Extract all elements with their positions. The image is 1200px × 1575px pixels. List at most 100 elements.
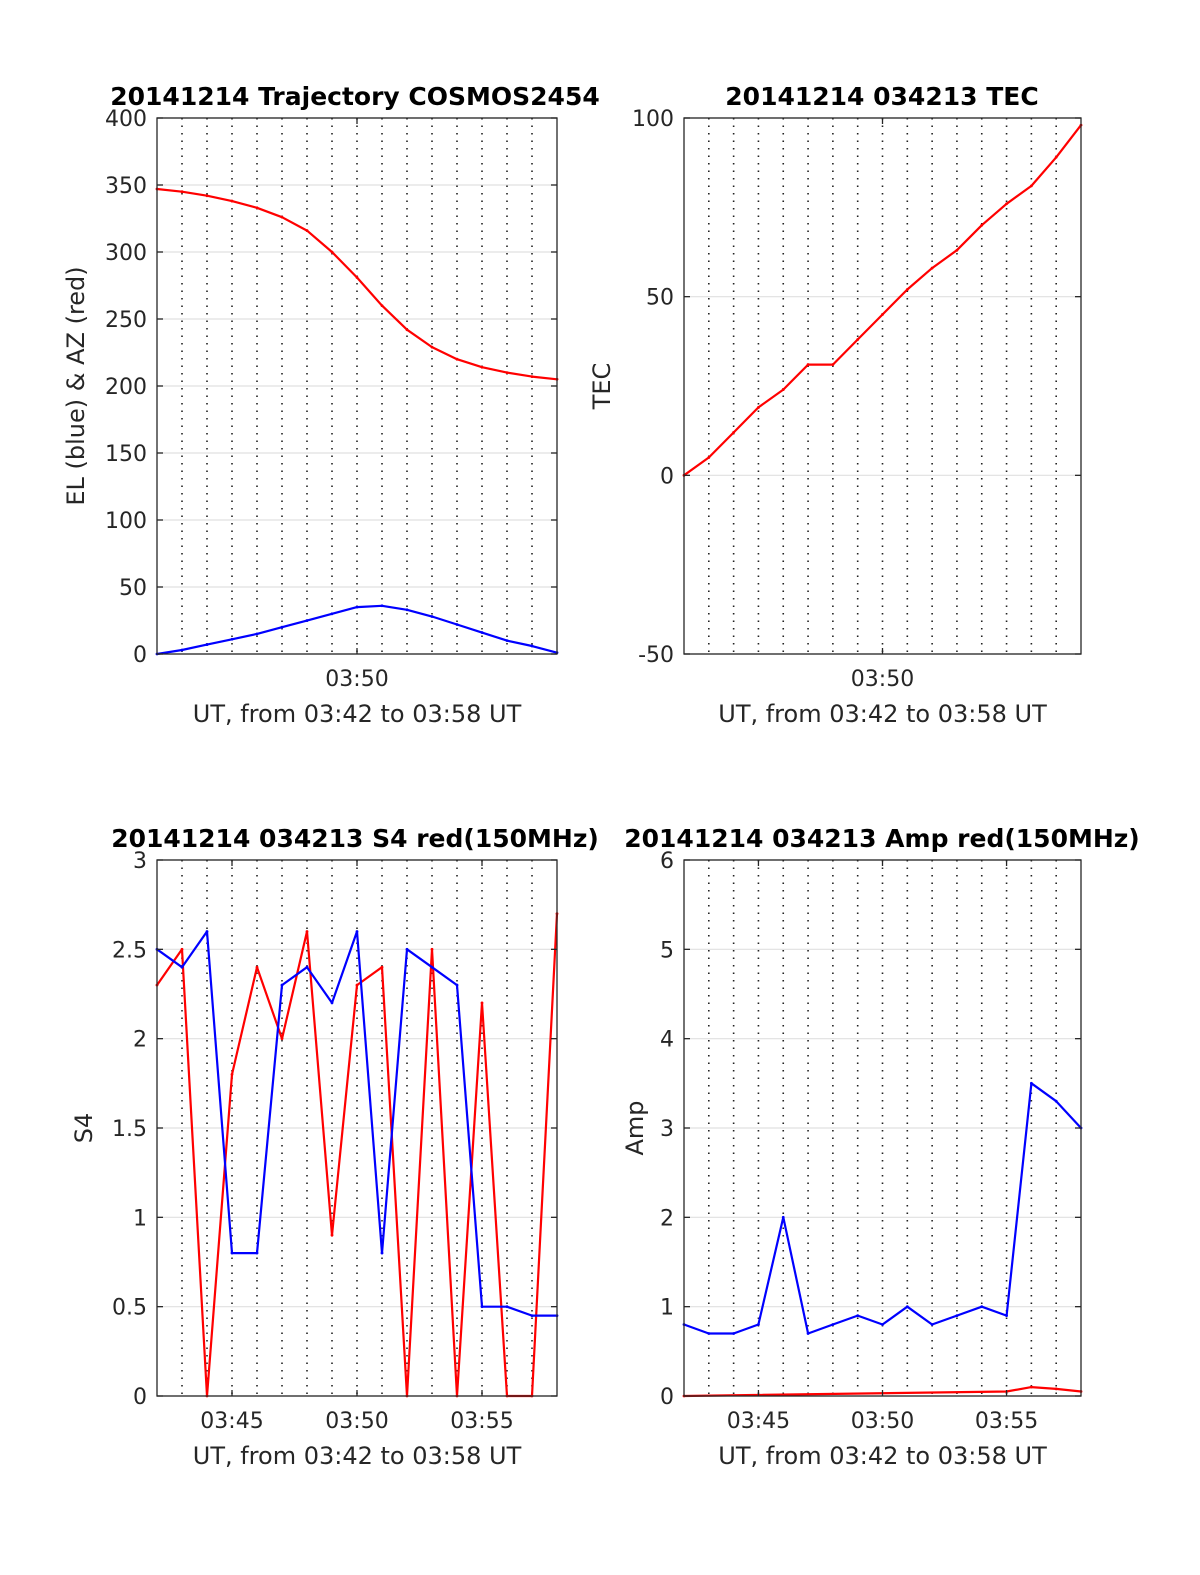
data-point [330,612,334,616]
chart-panel-3: 0 0.5 1 1.5 2 2.5 3 03:45 03:50 03:55 20141214 034… [70,824,599,1470]
data-point [405,947,409,951]
data-point [1005,1314,1008,1317]
y-tick-label: 0 [133,1385,147,1410]
y-tick-label: 350 [105,174,147,199]
data-point [757,1323,760,1326]
y-axis-label: S4 [70,1113,98,1144]
chart-title: 20141214 034213 TEC [725,82,1038,111]
y-tick-label: 0 [660,464,674,489]
data-point [230,637,234,641]
data-point [480,365,484,369]
data-point [205,194,209,198]
y-tick-label: 250 [105,308,147,333]
data-point [831,363,835,366]
data-point [455,983,459,987]
y-tick-label: 400 [105,107,147,132]
data-point [230,199,234,203]
data-point [205,643,209,647]
data-point [1029,1385,1033,1389]
y-tick-label: -50 [638,643,674,668]
y-tick-label: 300 [105,241,147,266]
x-tick-label: 03:55 [450,1409,513,1434]
data-point [505,371,509,374]
chart-title: 20141214 034213 S4 red(150MHz) [111,824,599,853]
data-point [1054,1387,1058,1391]
x-tick-label: 03:50 [851,667,914,692]
data-point [1054,1099,1058,1103]
data-point [280,1037,284,1041]
data-point [707,456,711,459]
data-point [380,965,384,969]
y-tick-label: 200 [105,375,147,400]
data-point [180,947,184,951]
data-point [280,983,284,987]
data-point [732,1332,736,1335]
x-axis-label: UT, from 03:42 to 03:58 UT [718,700,1047,728]
data-point [380,1251,384,1255]
y-tick-label: 1 [133,1206,147,1231]
x-tick-label: 03:50 [325,667,388,692]
data-point [380,604,384,608]
data-point [806,1332,810,1335]
data-point [856,1314,860,1317]
data-point [806,363,810,366]
data-point [355,276,359,279]
data-point [856,338,860,341]
y-axis-label: Amp [621,1100,649,1155]
chart-panel-4: 0 1 2 3 4 5 6 03:45 03:50 03:55 20141214 034213 Am… [621,824,1140,1470]
chart-title: 20141214 Trajectory COSMOS2454 [110,82,600,111]
data-point [905,288,909,291]
data-point [530,644,534,648]
data-point [505,1305,509,1309]
data-point [505,639,509,642]
data-point [405,608,409,612]
data-point [330,250,334,254]
data-point [930,1323,934,1326]
y-axis-label: TEC [588,363,616,411]
data-point [1054,155,1058,159]
data-point [280,215,284,219]
y-tick-label: 1 [660,1296,674,1321]
data-point [180,190,184,194]
data-point [355,605,359,609]
data-point [405,328,409,332]
y-tick-label: 5 [660,938,674,963]
data-point [455,357,459,361]
data-point [732,431,736,434]
x-tick-label: 03:45 [200,1409,263,1434]
data-point [180,648,184,652]
data-point [955,248,959,252]
x-tick-label: 03:50 [851,1409,914,1434]
data-point [430,345,434,349]
data-point [757,406,760,409]
y-tick-label: 50 [119,576,147,601]
data-point [255,1251,259,1255]
data-point [355,983,359,987]
y-tick-label: 4 [660,1028,674,1053]
y-tick-label: 3 [133,849,147,874]
x-axis-label: UT, from 03:42 to 03:58 UT [193,1442,522,1470]
y-tick-label: 2.5 [112,938,147,963]
data-point [881,313,884,316]
y-tick-label: 150 [105,442,147,467]
data-point [455,623,459,626]
x-axis-label: UT, from 03:42 to 03:58 UT [193,700,522,728]
data-point [980,223,984,227]
data-point [230,1073,234,1076]
data-point [305,930,309,933]
y-axis-label: EL (blue) & AZ (red) [62,266,90,505]
data-point [430,615,434,618]
x-axis-label: UT, from 03:42 to 03:58 UT [718,1442,1047,1470]
series-line-1 [683,124,1082,477]
data-point [530,375,534,379]
x-tick-label: 03:50 [325,1409,388,1434]
data-point [530,1314,534,1317]
y-tick-label: 6 [660,849,674,874]
y-tick-label: 3 [660,1117,674,1142]
data-point [430,965,434,969]
data-point [280,625,284,629]
data-point [305,965,309,969]
data-point [980,1305,984,1309]
data-point [255,965,259,969]
